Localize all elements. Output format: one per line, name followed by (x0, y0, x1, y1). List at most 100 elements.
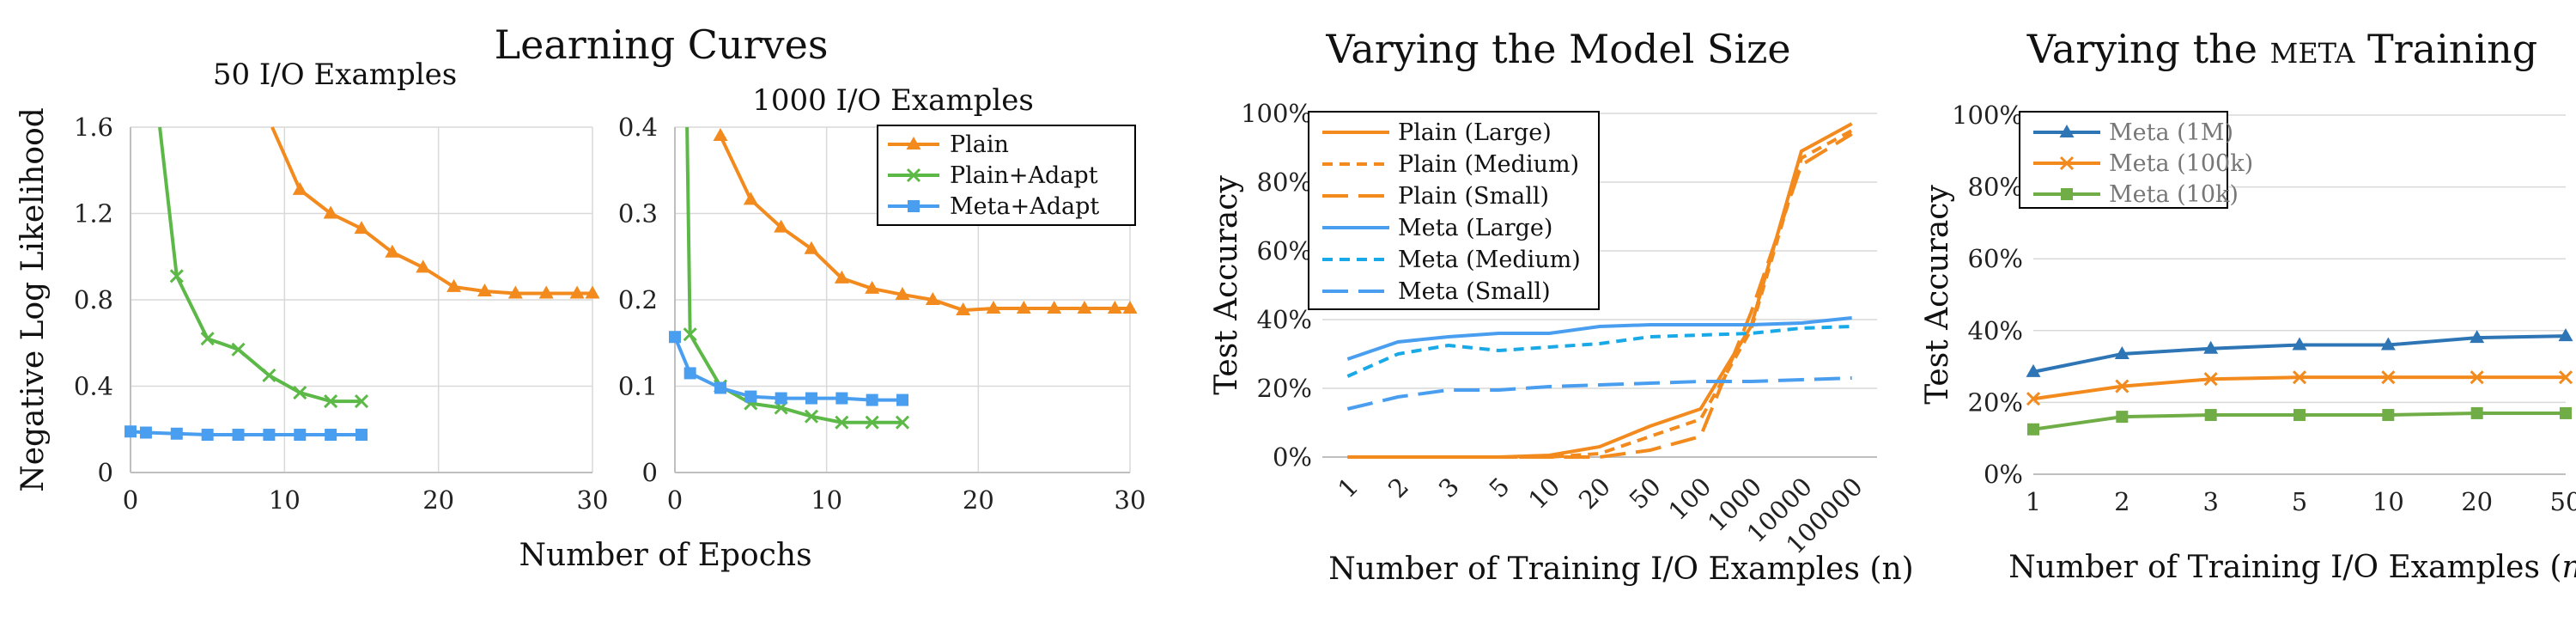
data-point (292, 181, 307, 195)
data-point (835, 415, 849, 430)
y-tick-label: 0.1 (618, 372, 658, 401)
data-point (714, 381, 726, 394)
x-tick-label: 20 (963, 485, 994, 515)
x-tick-label: 20 (2461, 487, 2493, 516)
legend-swatch-marker (2059, 156, 2075, 171)
data-point (323, 205, 338, 219)
y-axis-label: Test Accuracy (1920, 185, 1955, 405)
chart-50-examples: 0 0.4 0.8 1.2 1.6 0 10 20 30 Negative Log Likelih… (15, 107, 608, 515)
y-tick-label: 0.3 (618, 199, 658, 229)
x-tick-label: 20 (422, 485, 454, 515)
data-point (2292, 370, 2307, 385)
legend-box (2019, 111, 2228, 209)
data-point (2027, 423, 2039, 436)
data-point (354, 394, 369, 409)
data-point (262, 368, 276, 382)
chart-model-size: 0%20%40%60%80%100%1 2 3 5 10 20 50100100010000… (1209, 99, 1914, 587)
data-point (477, 283, 492, 296)
y-tick-label: 20% (1968, 387, 2023, 417)
legend-label: Meta (Medium) (1398, 247, 1581, 273)
y-tick-label: 80% (1968, 173, 2023, 202)
data-point (447, 278, 462, 292)
data-point (1122, 301, 1138, 314)
legend-label: Meta (1M) (2109, 119, 2233, 146)
x-tick-label: 0 (123, 485, 138, 515)
data-point (2381, 370, 2396, 385)
data-point (201, 429, 214, 442)
y-tick-label: 40% (1968, 316, 2023, 345)
data-point (2292, 337, 2307, 351)
y-axis-label: Test Accuracy (1209, 175, 1244, 395)
data-point (804, 409, 819, 424)
data-point (293, 385, 307, 400)
data-point (2293, 409, 2306, 422)
x-tick-label: 30 (1115, 485, 1146, 515)
data-point (1047, 301, 1062, 314)
legend-label: Plain (Medium) (1398, 151, 1579, 178)
legend-swatch-marker (906, 137, 921, 149)
y-tick-label: 0.8 (74, 285, 113, 314)
legend-label: Meta (Small) (1398, 278, 1551, 305)
data-point (2203, 372, 2218, 387)
legend-label: Meta (10k) (2109, 181, 2239, 208)
chart-meta-training: 0% 20% 40% 60% 80% 100% 1 2 3 5 10 20 50 Test Accurac… (1920, 101, 2576, 516)
data-point (895, 415, 910, 430)
title-meta-smallcaps: meta (2270, 26, 2356, 72)
data-point (2026, 392, 2041, 406)
data-point (834, 270, 849, 284)
data-point (354, 221, 369, 235)
data-point (125, 425, 137, 438)
data-point (324, 394, 338, 409)
data-point (986, 301, 1001, 314)
data-point (231, 342, 246, 357)
data-point (683, 367, 696, 380)
y-tick-label: 1.2 (74, 199, 113, 229)
data-point (835, 392, 848, 405)
data-point (713, 128, 728, 142)
x-tick-label: 50 (1624, 472, 1667, 515)
data-point (385, 244, 400, 258)
data-point (744, 390, 757, 403)
data-point (2114, 345, 2129, 359)
data-point (1016, 301, 1031, 314)
title-meta-prefix: Varying the (2026, 26, 2257, 72)
legend-label: Plain (950, 131, 1009, 158)
x-tick-label: 3 (2202, 487, 2218, 516)
data-point (775, 392, 787, 405)
legend-label: Meta (Large) (1398, 215, 1552, 241)
y-axis-label: Negative Log Likelihood (15, 107, 51, 492)
legend-label: Plain+Adapt (950, 162, 1098, 189)
data-point (294, 429, 307, 442)
data-point (866, 393, 878, 406)
data-point (865, 415, 879, 430)
y-tick-label: 0% (1984, 460, 2023, 489)
series-line-plain (270, 126, 592, 296)
chart-1000-examples: 0 0.1 0.2 0.3 0.4 0 10 20 30 Plain Plain+Adapt Meta… (618, 113, 1146, 515)
series-line-plain-medium- (1347, 129, 1853, 459)
xlabel-meta-training: Number of Training I/O Examples (n) (2008, 550, 2576, 585)
y-tick-label: 0% (1273, 442, 1312, 472)
data-point (416, 259, 431, 273)
x-tick-label: 10 (2372, 487, 2404, 516)
legend-label: Meta (100k) (2109, 150, 2253, 177)
y-tick-label: 40% (1257, 305, 1312, 334)
y-tick-label: 20% (1257, 374, 1312, 403)
data-point (569, 285, 585, 299)
series-line-meta-large- (1346, 316, 1852, 361)
x-axis-label: Number of Training I/O Examples (n) (1328, 552, 1913, 587)
subtitle-50-examples: 50 I/O Examples (213, 58, 457, 92)
legend-box (1308, 111, 1600, 310)
legend-swatch-marker (908, 200, 920, 212)
data-point (170, 427, 183, 440)
data-point (896, 393, 908, 406)
data-point (804, 241, 819, 254)
legend-swatch-marker (2059, 125, 2075, 137)
data-point (2470, 330, 2485, 344)
y-tick-label: 1.6 (74, 113, 113, 142)
x-tick-label: 0 (667, 485, 683, 515)
data-point (585, 285, 600, 299)
x-tick-label: 3 (1433, 472, 1465, 503)
x-tick-label: 1 (1332, 472, 1364, 503)
data-point (743, 192, 758, 205)
